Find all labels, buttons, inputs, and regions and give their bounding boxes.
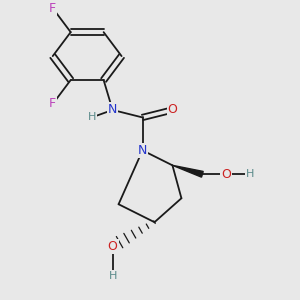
Text: H: H <box>88 112 96 122</box>
Text: O: O <box>167 103 177 116</box>
Text: O: O <box>221 168 231 181</box>
Text: F: F <box>49 98 56 110</box>
Text: N: N <box>108 103 117 116</box>
Text: H: H <box>246 169 254 179</box>
Polygon shape <box>172 165 203 177</box>
Text: H: H <box>108 271 117 281</box>
Text: N: N <box>138 144 147 157</box>
Text: O: O <box>108 240 118 253</box>
Text: F: F <box>49 2 56 15</box>
